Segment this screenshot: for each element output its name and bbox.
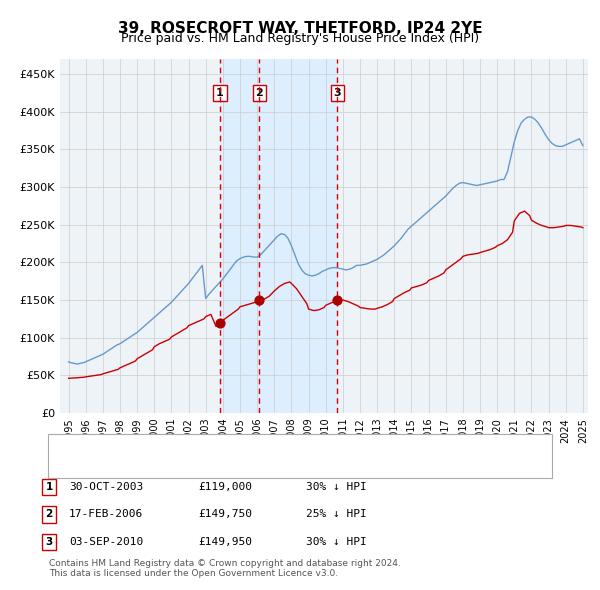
Text: Price paid vs. HM Land Registry's House Price Index (HPI): Price paid vs. HM Land Registry's House … bbox=[121, 32, 479, 45]
Point bbox=[332, 296, 342, 305]
Text: 1: 1 bbox=[46, 482, 53, 491]
Text: 25% ↓ HPI: 25% ↓ HPI bbox=[306, 510, 367, 519]
Text: 2: 2 bbox=[46, 510, 53, 519]
Text: 30% ↓ HPI: 30% ↓ HPI bbox=[306, 537, 367, 547]
Text: 39, ROSECROFT WAY, THETFORD, IP24 2YE (detached house): 39, ROSECROFT WAY, THETFORD, IP24 2YE (d… bbox=[78, 440, 396, 449]
Text: 3: 3 bbox=[46, 537, 53, 547]
Point bbox=[254, 296, 264, 305]
Bar bbox=[259, 59, 337, 413]
Text: —: — bbox=[63, 435, 80, 453]
Point bbox=[215, 319, 225, 328]
Bar bbox=[220, 59, 259, 413]
Text: 39, ROSECROFT WAY, THETFORD, IP24 2YE: 39, ROSECROFT WAY, THETFORD, IP24 2YE bbox=[118, 21, 482, 35]
Text: 30% ↓ HPI: 30% ↓ HPI bbox=[306, 482, 367, 491]
Text: 03-SEP-2010: 03-SEP-2010 bbox=[69, 537, 143, 547]
Text: 2: 2 bbox=[256, 88, 263, 98]
Text: £149,750: £149,750 bbox=[198, 510, 252, 519]
Text: 1: 1 bbox=[216, 88, 224, 98]
Text: HPI: Average price, detached house, Breckland: HPI: Average price, detached house, Brec… bbox=[78, 458, 323, 468]
Text: £149,950: £149,950 bbox=[198, 537, 252, 547]
Text: 17-FEB-2006: 17-FEB-2006 bbox=[69, 510, 143, 519]
Text: —: — bbox=[63, 454, 80, 472]
Text: £119,000: £119,000 bbox=[198, 482, 252, 491]
Text: 3: 3 bbox=[334, 88, 341, 98]
Text: 30-OCT-2003: 30-OCT-2003 bbox=[69, 482, 143, 491]
Text: Contains HM Land Registry data © Crown copyright and database right 2024.
This d: Contains HM Land Registry data © Crown c… bbox=[49, 559, 401, 578]
